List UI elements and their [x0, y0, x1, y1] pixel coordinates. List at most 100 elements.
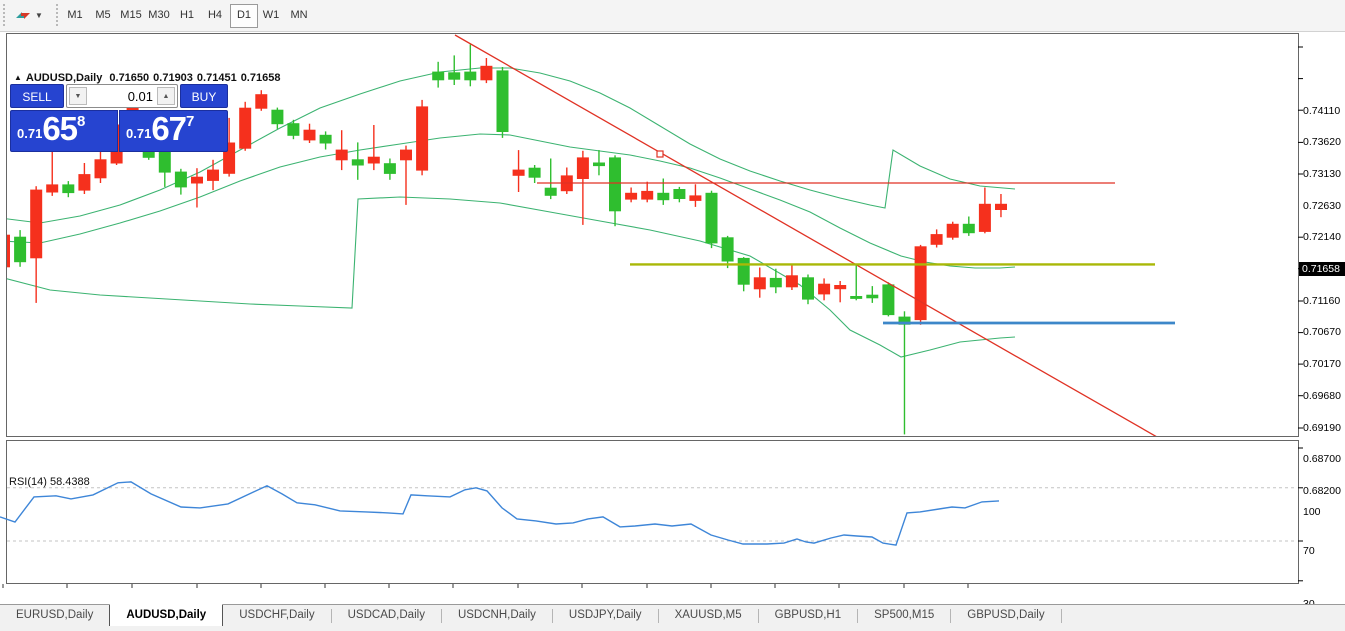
descending-trendline[interactable] — [454, 34, 1157, 437]
ask-prefix: 0.71 — [126, 126, 152, 141]
chart-title: ▲ AUDUSD,Daily 0.71650 0.71903 0.71451 0.716… — [14, 72, 284, 84]
candle-body — [62, 184, 75, 194]
bollinger-middle-band[interactable] — [0, 133, 1016, 269]
candle-body — [962, 223, 975, 234]
rsi-axis-label: 70 — [1303, 545, 1315, 558]
candle-body — [914, 246, 927, 321]
bollinger-lower-band[interactable] — [0, 196, 1016, 358]
timeframe-button-M1[interactable]: M1 — [67, 9, 83, 21]
price-axis-label: 0.68700 — [1303, 453, 1341, 466]
candle-body — [850, 296, 863, 299]
bid-pip-digit: 8 — [77, 113, 86, 130]
candle-body — [705, 192, 718, 244]
chart-tab-bar: EURUSD,Daily AUDUSD,Daily USDCHF,Daily USDC… — [0, 604, 1345, 627]
tab-separator — [1060, 609, 1062, 623]
candle-body — [7, 234, 10, 268]
candlestick-series — [7, 44, 1007, 435]
candle-body — [818, 283, 831, 295]
tab-usdjpy-daily[interactable]: USDJPY,Daily — [568, 609, 642, 621]
price-axis-label: 0.71160 — [1303, 294, 1341, 307]
chart-window: ▲ AUDUSD,Daily 0.71650 0.71903 0.71451 0.716… — [0, 32, 1345, 631]
price-axis-label: 0.70670 — [1303, 326, 1341, 339]
rsi-panel[interactable] — [6, 440, 1299, 584]
price-axis-label: 0.69190 — [1303, 421, 1341, 434]
price-axis-label: 0.74110 — [1303, 104, 1341, 117]
timeframe-button-D1[interactable]: D1 — [230, 4, 258, 28]
candle-body — [785, 275, 798, 288]
candle-body — [512, 169, 525, 176]
candle-body — [866, 294, 879, 299]
candle-body — [432, 71, 445, 81]
rsi-line[interactable] — [0, 481, 1000, 546]
sell-button[interactable]: SELL — [10, 84, 64, 108]
expand-triangle-icon[interactable]: ▲ — [14, 73, 22, 82]
rsi-indicator-label: RSI(14) 58.4388 — [9, 476, 90, 488]
candle-body — [593, 162, 605, 167]
tab-usdcnh-daily[interactable]: USDCNH,Daily — [457, 609, 536, 621]
candle-body — [207, 169, 219, 181]
tab-sp500-m15[interactable]: SP500,M15 — [874, 609, 935, 621]
tab-separator — [440, 609, 442, 623]
toolbar-grip[interactable] — [3, 4, 9, 26]
trendline-handle[interactable] — [656, 150, 664, 158]
price-axis-label: 0.73130 — [1303, 167, 1341, 180]
candle-body — [158, 151, 171, 173]
candle-body — [351, 159, 364, 166]
tab-usdchf-daily[interactable]: USDCHF,Daily — [239, 609, 315, 621]
price-axis-label: 0.72630 — [1303, 199, 1341, 212]
candle-body — [753, 277, 766, 290]
candle-body — [544, 187, 557, 196]
candle-body — [721, 237, 734, 262]
candle-body — [223, 142, 236, 174]
bollinger-upper-band[interactable] — [0, 67, 1016, 224]
bid-big-digits: 65 — [42, 110, 78, 147]
candle-body — [802, 277, 814, 300]
tab-separator — [857, 609, 859, 623]
timeframe-button-M30[interactable]: M30 — [148, 9, 170, 21]
timeframe-button-H4[interactable]: H4 — [207, 9, 223, 21]
tab-gbpusd-h1[interactable]: GBPUSD,H1 — [774, 609, 842, 621]
candle-body — [978, 203, 991, 232]
toolbar: ▼ M1 M5 M15 M30 H1 H4 D1 W1 MN — [0, 0, 1345, 32]
candle-body — [930, 234, 943, 245]
volume-decrease-button[interactable]: ▼ — [69, 87, 87, 105]
volume-increase-button[interactable]: ▲ — [157, 87, 175, 105]
timeframe-button-M5[interactable]: M5 — [95, 9, 111, 21]
timeframe-button-W1[interactable]: W1 — [262, 9, 280, 21]
volume-stepper: ▼ 0.01 ▲ — [66, 84, 178, 108]
candle-body — [769, 277, 782, 288]
buy-button[interactable]: BUY — [180, 84, 228, 108]
arrows-tool-button[interactable]: ▼ — [12, 4, 56, 27]
candle-body — [528, 167, 541, 178]
toolbar-grip-2[interactable] — [56, 4, 62, 26]
tab-gbpusd-daily[interactable]: GBPUSD,Daily — [967, 609, 1045, 621]
tab-audusd-daily[interactable]: AUDUSD,Daily — [109, 604, 224, 627]
candle-body — [464, 71, 477, 81]
candle-body — [30, 189, 43, 259]
price-axis-label: 0.72140 — [1303, 231, 1341, 244]
candle-body — [94, 159, 107, 179]
tab-eurusd-daily[interactable]: EURUSD,Daily — [16, 609, 94, 621]
tab-xauusd-m5[interactable]: XAUUSD,M5 — [674, 609, 742, 621]
candle-body — [46, 184, 59, 193]
candle-body — [400, 149, 412, 161]
ask-price-panel[interactable]: 0.71677 — [119, 110, 228, 152]
candle-body — [416, 106, 429, 171]
timeframe-button-MN[interactable]: MN — [290, 9, 308, 21]
candle-body — [882, 284, 895, 316]
price-axis-label: 0.68200 — [1303, 485, 1341, 498]
timeframe-button-H1[interactable]: H1 — [179, 9, 195, 21]
bid-price-panel[interactable]: 0.71658 — [10, 110, 118, 152]
tab-separator — [657, 609, 659, 623]
volume-value[interactable]: 0.01 — [127, 89, 153, 104]
tab-separator — [950, 609, 952, 623]
tab-separator — [551, 609, 553, 623]
candle-body — [303, 129, 316, 141]
price-axis-label: 0.70170 — [1303, 358, 1341, 371]
candle-body — [335, 149, 348, 161]
tab-usdcad-daily[interactable]: USDCAD,Daily — [347, 609, 425, 621]
price-axis-label: 0.73620 — [1303, 136, 1341, 149]
timeframe-button-M15[interactable]: M15 — [120, 9, 142, 21]
chart-canvas[interactable] — [0, 32, 1345, 631]
